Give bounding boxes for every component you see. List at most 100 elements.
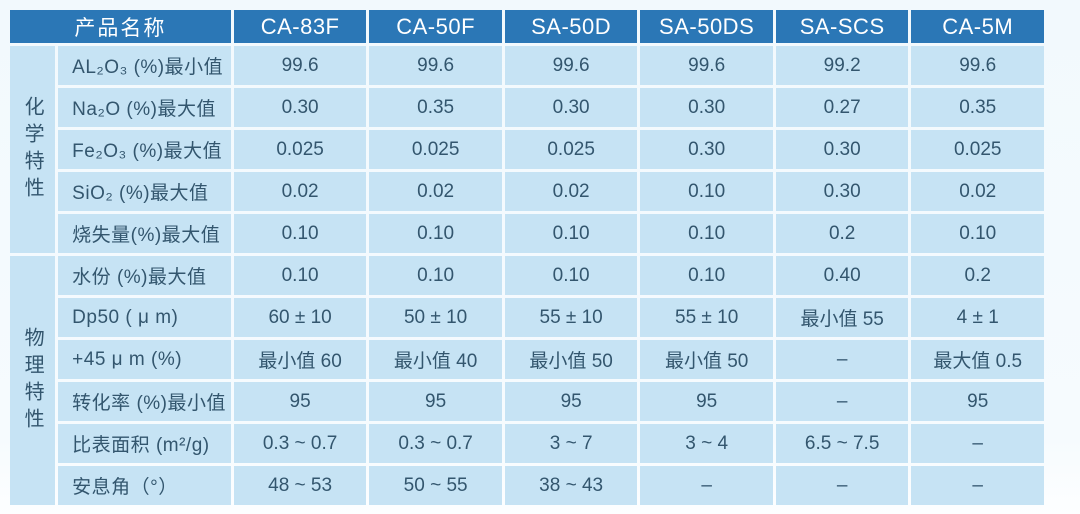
cell-value: 0.27 bbox=[775, 88, 909, 127]
cell-value: 0.025 bbox=[369, 130, 502, 169]
cell-value: 0.30 bbox=[640, 130, 773, 169]
cell-value: 最小值 50 bbox=[504, 340, 638, 379]
row-label: Na₂O (%)最大值 bbox=[58, 88, 231, 127]
row-label: AL₂O₃ (%)最小值 bbox=[58, 46, 231, 85]
header-row: 产品名称 CA-83F CA-50F SA-50D SA-50DS SA-SCS… bbox=[10, 10, 1044, 43]
row-label: 比表面积 (m²/g) bbox=[58, 424, 231, 463]
cell-value: 0.30 bbox=[775, 130, 909, 169]
section-label-chemical: 化学特性 bbox=[10, 46, 56, 253]
section-label-physical: 物理特性 bbox=[10, 256, 56, 505]
cell-value: 38 ~ 43 bbox=[504, 466, 638, 505]
table-row: 安息角（°） 48 ~ 53 50 ~ 55 38 ~ 43 – – – bbox=[10, 466, 1044, 505]
cell-value: – bbox=[775, 466, 909, 505]
cell-value: 95 bbox=[369, 382, 502, 421]
table-row: +45 μ m (%) 最小值 60 最小值 40 最小值 50 最小值 50 … bbox=[10, 340, 1044, 379]
cell-value: 0.10 bbox=[369, 214, 502, 253]
cell-value: 0.025 bbox=[504, 130, 638, 169]
table-row: Fe₂O₃ (%)最大值 0.025 0.025 0.025 0.30 0.30… bbox=[10, 130, 1044, 169]
cell-value: 0.2 bbox=[911, 256, 1044, 295]
cell-value: 最小值 50 bbox=[640, 340, 773, 379]
cell-value: 最小值 60 bbox=[233, 340, 367, 379]
cell-value: 0.02 bbox=[233, 172, 367, 211]
table-row: 比表面积 (m²/g) 0.3 ~ 0.7 0.3 ~ 0.7 3 ~ 7 3 … bbox=[10, 424, 1044, 463]
cell-value: 3 ~ 4 bbox=[640, 424, 773, 463]
cell-value: 0.025 bbox=[911, 130, 1044, 169]
cell-value: – bbox=[911, 466, 1044, 505]
cell-value: 0.10 bbox=[640, 172, 773, 211]
cell-value: 0.10 bbox=[640, 256, 773, 295]
cell-value: 99.6 bbox=[504, 46, 638, 85]
cell-value: 50 ~ 55 bbox=[369, 466, 502, 505]
row-label: 安息角（°） bbox=[58, 466, 231, 505]
cell-value: 0.35 bbox=[911, 88, 1044, 127]
product-column-header: CA-50F bbox=[369, 10, 502, 43]
cell-value: 0.35 bbox=[369, 88, 502, 127]
cell-value: 0.025 bbox=[233, 130, 367, 169]
cell-value: 0.30 bbox=[233, 88, 367, 127]
cell-value: 最小值 55 bbox=[775, 298, 909, 337]
row-label: Fe₂O₃ (%)最大值 bbox=[58, 130, 231, 169]
product-column-header: SA-50D bbox=[504, 10, 638, 43]
product-name-header: 产品名称 bbox=[10, 10, 231, 43]
cell-value: 60 ± 10 bbox=[233, 298, 367, 337]
cell-value: – bbox=[911, 424, 1044, 463]
product-column-header: CA-5M bbox=[911, 10, 1044, 43]
cell-value: 99.6 bbox=[369, 46, 502, 85]
product-column-header: SA-SCS bbox=[775, 10, 909, 43]
table-row: 转化率 (%)最小值 95 95 95 95 – 95 bbox=[10, 382, 1044, 421]
cell-value: 0.02 bbox=[369, 172, 502, 211]
table-row: 烧失量(%)最大值 0.10 0.10 0.10 0.10 0.2 0.10 bbox=[10, 214, 1044, 253]
cell-value: – bbox=[775, 382, 909, 421]
cell-value: – bbox=[775, 340, 909, 379]
cell-value: 0.10 bbox=[504, 256, 638, 295]
cell-value: 99.2 bbox=[775, 46, 909, 85]
cell-value: 99.6 bbox=[233, 46, 367, 85]
row-label: SiO₂ (%)最大值 bbox=[58, 172, 231, 211]
cell-value: 0.30 bbox=[775, 172, 909, 211]
cell-value: 55 ± 10 bbox=[640, 298, 773, 337]
row-label: 水份 (%)最大值 bbox=[58, 256, 231, 295]
cell-value: 4 ± 1 bbox=[911, 298, 1044, 337]
cell-value: 0.02 bbox=[504, 172, 638, 211]
cell-value: 0.10 bbox=[369, 256, 502, 295]
table-row: 化学特性 AL₂O₃ (%)最小值 99.6 99.6 99.6 99.6 99… bbox=[10, 46, 1044, 253]
cell-value: – bbox=[640, 466, 773, 505]
cell-value: 95 bbox=[911, 382, 1044, 421]
table-row: 物理特性 水份 (%)最大值 0.10 0.10 0.10 0.10 0.40 … bbox=[10, 256, 1044, 505]
cell-value: 0.2 bbox=[775, 214, 909, 253]
cell-value: 0.30 bbox=[640, 88, 773, 127]
table-row: SiO₂ (%)最大值 0.02 0.02 0.02 0.10 0.30 0.0… bbox=[10, 172, 1044, 211]
cell-value: 0.3 ~ 0.7 bbox=[369, 424, 502, 463]
cell-value: 0.10 bbox=[504, 214, 638, 253]
cell-value: 最大值 0.5 bbox=[911, 340, 1044, 379]
cell-value: 95 bbox=[640, 382, 773, 421]
cell-value: 0.30 bbox=[504, 88, 638, 127]
table-row: Na₂O (%)最大值 0.30 0.35 0.30 0.30 0.27 0.3… bbox=[10, 88, 1044, 127]
cell-value: 0.10 bbox=[233, 214, 367, 253]
cell-value: 0.40 bbox=[775, 256, 909, 295]
row-label: +45 μ m (%) bbox=[58, 340, 231, 379]
row-label: 烧失量(%)最大值 bbox=[58, 214, 231, 253]
cell-value: 50 ± 10 bbox=[369, 298, 502, 337]
product-column-header: SA-50DS bbox=[640, 10, 773, 43]
cell-value: 6.5 ~ 7.5 bbox=[775, 424, 909, 463]
cell-value: 99.6 bbox=[640, 46, 773, 85]
cell-value: 0.3 ~ 0.7 bbox=[233, 424, 367, 463]
cell-value: 48 ~ 53 bbox=[233, 466, 367, 505]
cell-value: 3 ~ 7 bbox=[504, 424, 638, 463]
cell-value: 最小值 40 bbox=[369, 340, 502, 379]
product-column-header: CA-83F bbox=[233, 10, 367, 43]
row-label: 转化率 (%)最小值 bbox=[58, 382, 231, 421]
table-row: Dp50 ( μ m) 60 ± 10 50 ± 10 55 ± 10 55 ±… bbox=[10, 298, 1044, 337]
cell-value: 0.10 bbox=[640, 214, 773, 253]
cell-value: 99.6 bbox=[911, 46, 1044, 85]
cell-value: 0.10 bbox=[233, 256, 367, 295]
cell-value: 0.10 bbox=[911, 214, 1044, 253]
cell-value: 0.02 bbox=[911, 172, 1044, 211]
cell-value: 55 ± 10 bbox=[504, 298, 638, 337]
product-spec-table: 产品名称 CA-83F CA-50F SA-50D SA-50DS SA-SCS… bbox=[7, 7, 1047, 508]
cell-value: 95 bbox=[233, 382, 367, 421]
row-label: Dp50 ( μ m) bbox=[58, 298, 231, 337]
cell-value: 95 bbox=[504, 382, 638, 421]
